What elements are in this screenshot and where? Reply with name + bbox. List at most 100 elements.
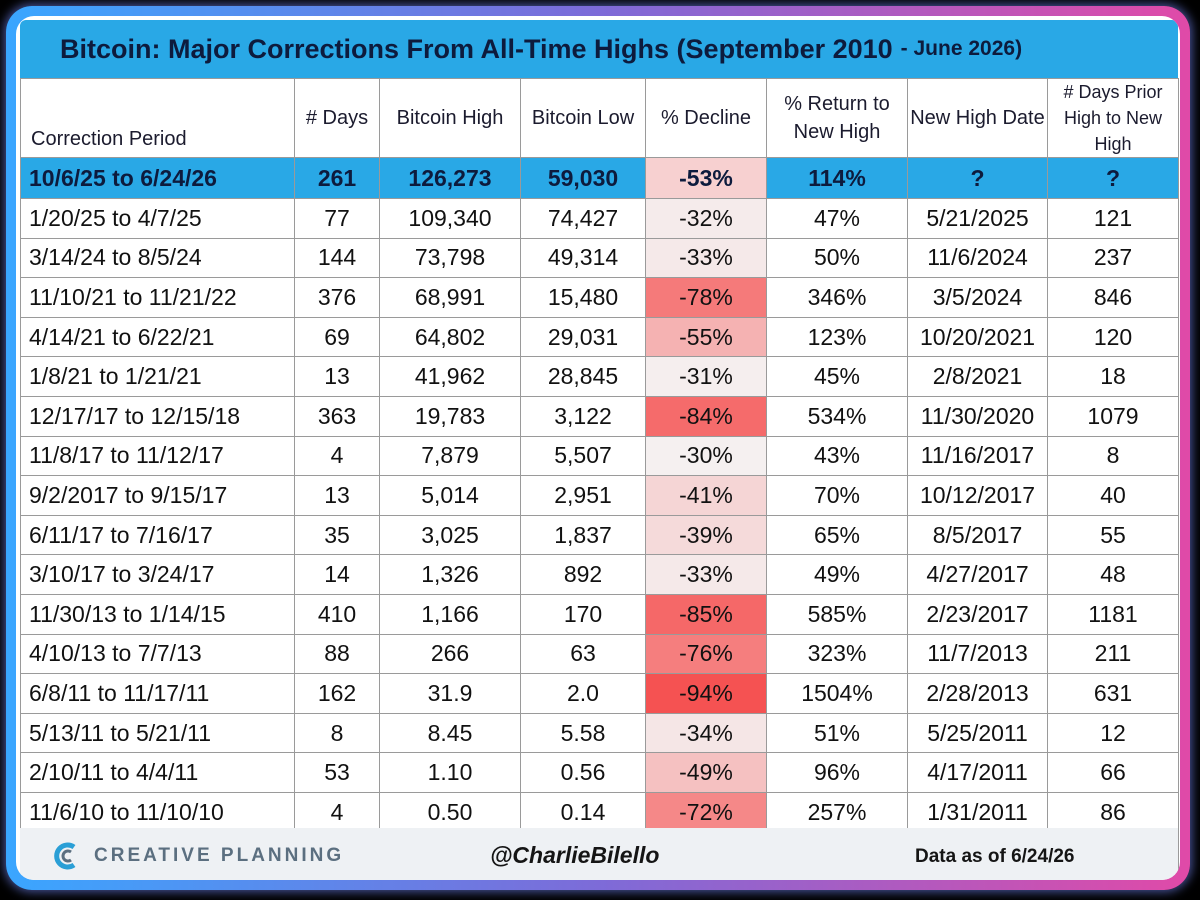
return-cell: 114%: [766, 157, 908, 199]
bitcoin-high-cell: 41,962: [379, 356, 521, 397]
new-high-date-cell: ?: [907, 157, 1048, 199]
days-to-new-high-cell: 12: [1047, 712, 1179, 754]
days-to-new-high-cell: 631: [1047, 673, 1179, 714]
period-cell: 1/20/25 to 4/7/25: [20, 198, 295, 239]
bitcoin-low-cell: 0.14: [520, 791, 646, 833]
new-high-date-cell: 8/5/2017: [907, 514, 1048, 556]
new-high-date-cell: 5/25/2011: [907, 712, 1048, 754]
column-header: New High Date: [907, 78, 1048, 158]
period-cell: 10/6/25 to 6/24/26: [20, 157, 295, 199]
return-cell: 1504%: [766, 673, 908, 714]
bitcoin-low-cell: 2,951: [520, 475, 646, 516]
period-cell: 11/6/10 to 11/10/10: [20, 791, 295, 833]
days-to-new-high-cell: 846: [1047, 277, 1179, 318]
decline-cell: -55%: [645, 316, 767, 358]
bitcoin-high-cell: 19,783: [379, 395, 521, 437]
days-to-new-high-cell: 121: [1047, 198, 1179, 239]
table-row: 11/10/21 to 11/21/22 376 68,991 15,480 -78% 3…: [20, 277, 1179, 318]
days-cell: 363: [294, 395, 380, 437]
decline-cell: -49%: [645, 752, 767, 793]
corrections-table: Correction Period # Days Bitcoin High Bi…: [20, 78, 1179, 873]
column-header: # Days Prior High to New High: [1047, 78, 1179, 158]
bitcoin-low-cell: 49,314: [520, 237, 646, 279]
column-header: # Days: [294, 78, 380, 158]
days-cell: 144: [294, 237, 380, 279]
days-to-new-high-cell: 86: [1047, 791, 1179, 833]
return-cell: 323%: [766, 633, 908, 675]
bitcoin-high-cell: 109,340: [379, 198, 521, 239]
period-cell: 5/13/11 to 5/21/11: [20, 712, 295, 754]
period-cell: 11/30/13 to 1/14/15: [20, 593, 295, 635]
days-to-new-high-cell: 48: [1047, 554, 1179, 595]
days-to-new-high-cell: 55: [1047, 514, 1179, 556]
days-to-new-high-cell: 18: [1047, 356, 1179, 397]
table-row: 3/10/17 to 3/24/17 14 1,326 892 -33% 49% 4/27/…: [20, 554, 1179, 595]
column-header: Bitcoin Low: [520, 78, 646, 158]
period-cell: 11/10/21 to 11/21/22: [20, 277, 295, 318]
period-cell: 4/14/21 to 6/22/21: [20, 316, 295, 358]
days-cell: 4: [294, 791, 380, 833]
new-high-date-cell: 3/5/2024: [907, 277, 1048, 318]
table-row: 6/11/17 to 7/16/17 35 3,025 1,837 -39% 65% 8/5…: [20, 514, 1179, 556]
bitcoin-low-cell: 63: [520, 633, 646, 675]
bitcoin-high-cell: 73,798: [379, 237, 521, 279]
table-row: 6/8/11 to 11/17/11 162 31.9 2.0 -94% 1504% 2/2…: [20, 673, 1179, 714]
table-row: 1/20/25 to 4/7/25 77 109,340 74,427 -32% 47% 5…: [20, 198, 1179, 239]
days-to-new-high-cell: 120: [1047, 316, 1179, 358]
bitcoin-low-cell: 1,837: [520, 514, 646, 556]
bitcoin-low-cell: 59,030: [520, 157, 646, 199]
bitcoin-high-cell: 31.9: [379, 673, 521, 714]
table-row: 11/6/10 to 11/10/10 4 0.50 0.14 -72% 257% 1/31…: [20, 791, 1179, 833]
decline-cell: -85%: [645, 593, 767, 635]
table-row: 3/14/24 to 8/5/24 144 73,798 49,314 -33% 50% 1…: [20, 237, 1179, 279]
return-cell: 257%: [766, 791, 908, 833]
days-to-new-high-cell: 1079: [1047, 395, 1179, 437]
return-cell: 45%: [766, 356, 908, 397]
creative-planning-logo-icon: [54, 842, 76, 870]
chart-title: Bitcoin: Major Corrections From All-Time…: [60, 33, 893, 64]
period-cell: 2/10/11 to 4/4/11: [20, 752, 295, 793]
days-to-new-high-cell: ?: [1047, 157, 1179, 199]
period-cell: 12/17/17 to 12/15/18: [20, 395, 295, 437]
period-cell: 6/8/11 to 11/17/11: [20, 673, 295, 714]
bitcoin-low-cell: 29,031: [520, 316, 646, 358]
days-cell: 261: [294, 157, 380, 199]
days-cell: 4: [294, 435, 380, 477]
current-correction-row: 10/6/25 to 6/24/26 261 126,273 59,030 -53% 11…: [20, 157, 1179, 199]
bitcoin-low-cell: 5.58: [520, 712, 646, 754]
bitcoin-high-cell: 126,273: [379, 157, 521, 199]
new-high-date-cell: 11/7/2013: [907, 633, 1048, 675]
return-cell: 70%: [766, 475, 908, 516]
new-high-date-cell: 1/31/2011: [907, 791, 1048, 833]
new-high-date-cell: 5/21/2025: [907, 198, 1048, 239]
bitcoin-high-cell: 1,326: [379, 554, 521, 595]
table-row: 4/10/13 to 7/7/13 88 266 63 -76% 323% 11/7/201…: [20, 633, 1179, 675]
period-cell: 3/10/17 to 3/24/17: [20, 554, 295, 595]
days-cell: 53: [294, 752, 380, 793]
new-high-date-cell: 4/17/2011: [907, 752, 1048, 793]
footer-bar: CREATIVE PLANNING @CharlieBilello Data a…: [20, 828, 1178, 880]
return-cell: 65%: [766, 514, 908, 556]
decline-cell: -32%: [645, 198, 767, 239]
days-cell: 162: [294, 673, 380, 714]
days-to-new-high-cell: 1181: [1047, 593, 1179, 635]
bitcoin-low-cell: 2.0: [520, 673, 646, 714]
table-row: 5/13/11 to 5/21/11 8 8.45 5.58 -34% 51% 5/25/2…: [20, 712, 1179, 754]
chart-panel: Bitcoin: Major Corrections From All-Time…: [16, 16, 1180, 880]
title-bar: Bitcoin: Major Corrections From All-Time…: [20, 20, 1178, 78]
decline-cell: -84%: [645, 395, 767, 437]
days-to-new-high-cell: 66: [1047, 752, 1179, 793]
new-high-date-cell: 11/30/2020: [907, 395, 1048, 437]
bitcoin-high-cell: 1,166: [379, 593, 521, 635]
bitcoin-low-cell: 3,122: [520, 395, 646, 437]
days-to-new-high-cell: 8: [1047, 435, 1179, 477]
period-cell: 11/8/17 to 11/12/17: [20, 435, 295, 477]
return-cell: 96%: [766, 752, 908, 793]
new-high-date-cell: 10/12/2017: [907, 475, 1048, 516]
outer-frame: Bitcoin: Major Corrections From All-Time…: [6, 6, 1190, 890]
table-row: 11/30/13 to 1/14/15 410 1,166 170 -85% 585% 2/…: [20, 593, 1179, 635]
column-header: Bitcoin High: [379, 78, 521, 158]
new-high-date-cell: 10/20/2021: [907, 316, 1048, 358]
new-high-date-cell: 4/27/2017: [907, 554, 1048, 595]
days-to-new-high-cell: 40: [1047, 475, 1179, 516]
